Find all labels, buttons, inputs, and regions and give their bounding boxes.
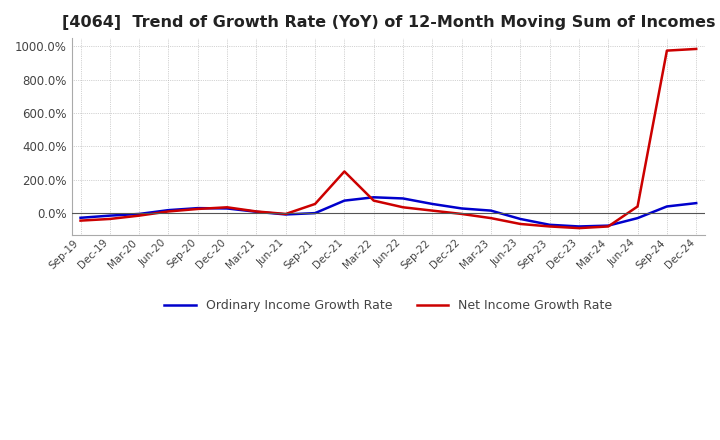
Line: Ordinary Income Growth Rate: Ordinary Income Growth Rate xyxy=(81,197,696,227)
Net Income Growth Rate xyxy=(282,211,290,216)
Net Income Growth Rate xyxy=(340,169,348,174)
Ordinary Income Growth Rate xyxy=(457,206,466,211)
Ordinary Income Growth Rate xyxy=(106,213,114,218)
Ordinary Income Growth Rate xyxy=(516,216,525,222)
Net Income Growth Rate xyxy=(516,221,525,227)
Net Income Growth Rate xyxy=(487,216,495,221)
Ordinary Income Growth Rate xyxy=(194,205,202,211)
Ordinary Income Growth Rate xyxy=(164,208,173,213)
Ordinary Income Growth Rate xyxy=(76,215,85,220)
Legend: Ordinary Income Growth Rate, Net Income Growth Rate: Ordinary Income Growth Rate, Net Income … xyxy=(159,294,618,317)
Ordinary Income Growth Rate xyxy=(662,204,671,209)
Net Income Growth Rate xyxy=(692,46,701,51)
Net Income Growth Rate xyxy=(604,224,613,229)
Ordinary Income Growth Rate xyxy=(545,222,554,227)
Ordinary Income Growth Rate xyxy=(487,208,495,213)
Ordinary Income Growth Rate xyxy=(311,210,320,216)
Line: Net Income Growth Rate: Net Income Growth Rate xyxy=(81,49,696,228)
Net Income Growth Rate xyxy=(662,48,671,53)
Net Income Growth Rate xyxy=(545,224,554,229)
Net Income Growth Rate xyxy=(311,202,320,207)
Title: [4064]  Trend of Growth Rate (YoY) of 12-Month Moving Sum of Incomes: [4064] Trend of Growth Rate (YoY) of 12-… xyxy=(62,15,715,30)
Ordinary Income Growth Rate xyxy=(135,211,143,216)
Ordinary Income Growth Rate xyxy=(692,201,701,206)
Net Income Growth Rate xyxy=(76,218,85,223)
Ordinary Income Growth Rate xyxy=(369,194,378,200)
Net Income Growth Rate xyxy=(399,205,408,210)
Net Income Growth Rate xyxy=(164,209,173,214)
Ordinary Income Growth Rate xyxy=(282,212,290,217)
Net Income Growth Rate xyxy=(222,205,231,210)
Ordinary Income Growth Rate xyxy=(575,224,583,229)
Net Income Growth Rate xyxy=(135,213,143,218)
Ordinary Income Growth Rate xyxy=(340,198,348,203)
Ordinary Income Growth Rate xyxy=(604,223,613,228)
Net Income Growth Rate xyxy=(457,211,466,216)
Ordinary Income Growth Rate xyxy=(222,206,231,211)
Net Income Growth Rate xyxy=(575,225,583,231)
Net Income Growth Rate xyxy=(252,209,261,214)
Net Income Growth Rate xyxy=(106,216,114,222)
Net Income Growth Rate xyxy=(369,198,378,203)
Net Income Growth Rate xyxy=(428,208,436,213)
Ordinary Income Growth Rate xyxy=(399,196,408,201)
Net Income Growth Rate xyxy=(194,206,202,212)
Net Income Growth Rate xyxy=(634,204,642,209)
Ordinary Income Growth Rate xyxy=(634,216,642,221)
Ordinary Income Growth Rate xyxy=(428,202,436,207)
Ordinary Income Growth Rate xyxy=(252,209,261,214)
